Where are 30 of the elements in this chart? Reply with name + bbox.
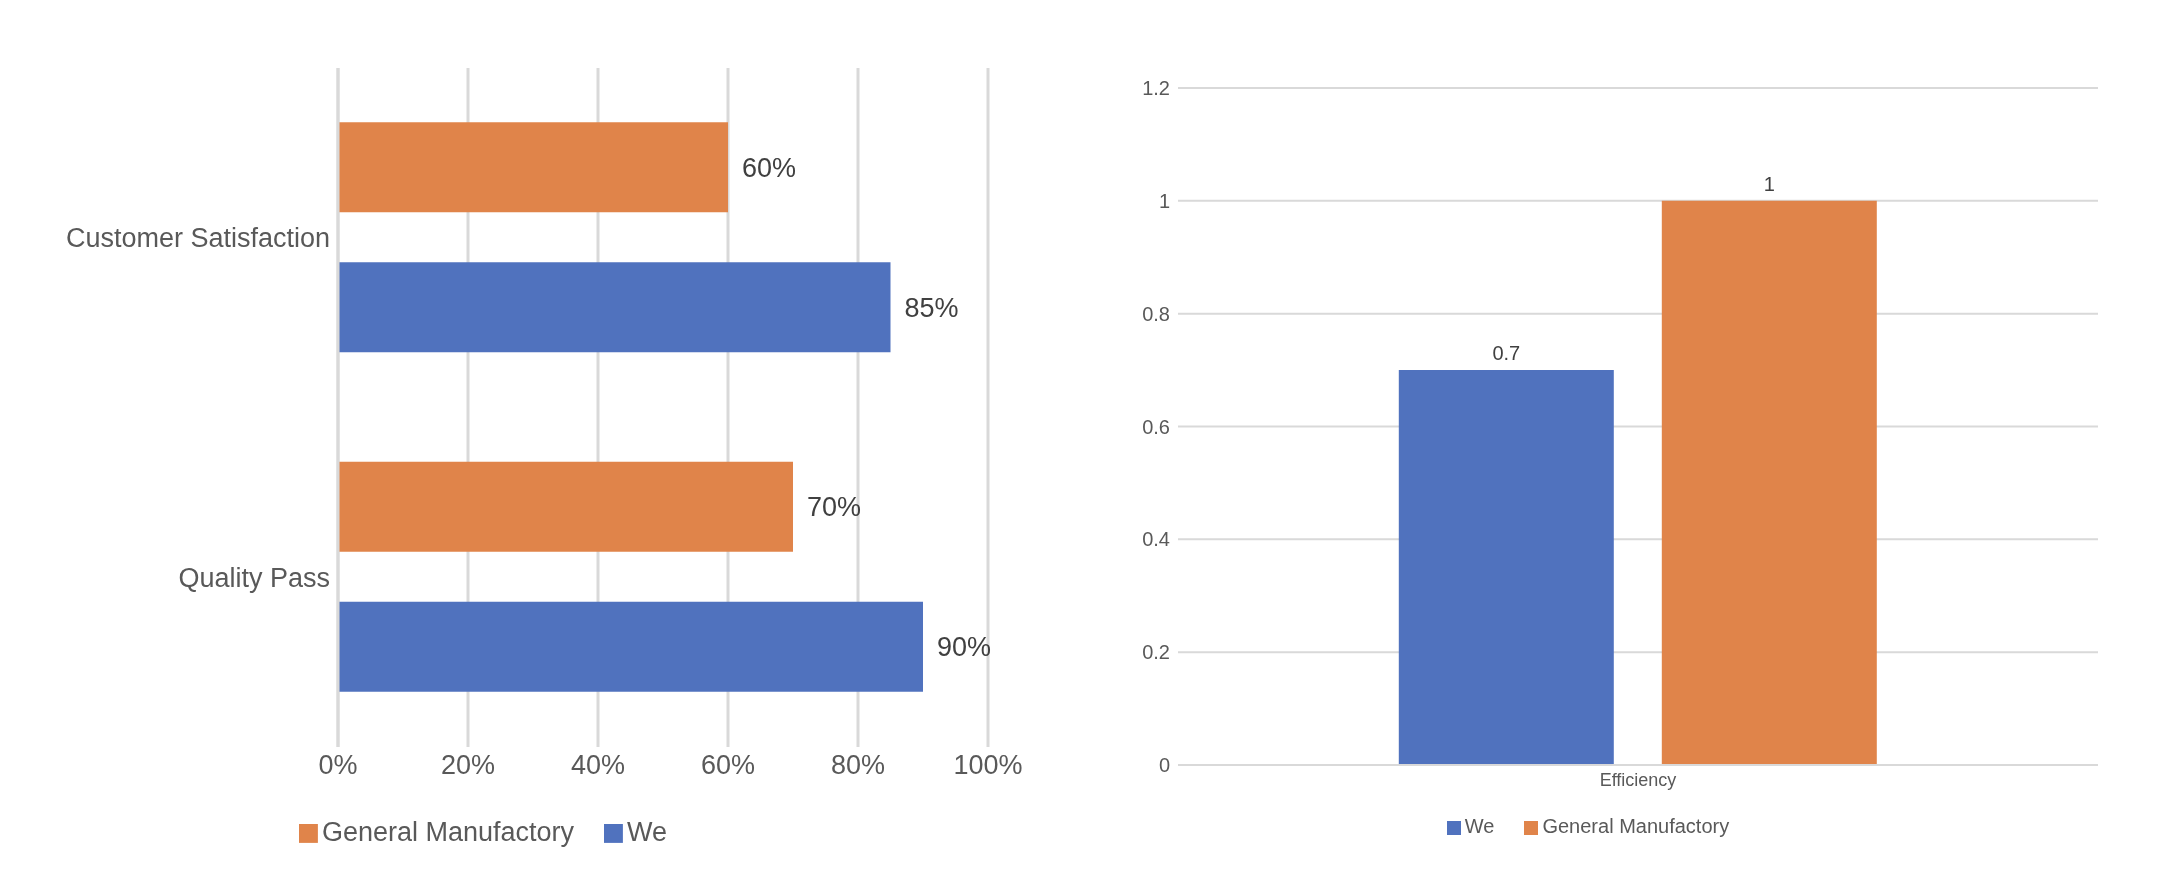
- x-tick-label: 80%: [830, 750, 886, 781]
- bar: [338, 601, 923, 692]
- y-tick-label: 0: [1158, 754, 1170, 777]
- bar: [338, 461, 793, 552]
- y-tick-label: 1.2: [1142, 77, 1170, 100]
- bar: [338, 122, 728, 213]
- x-tick-label: 60%: [700, 750, 756, 781]
- data-label: 1: [1763, 172, 1775, 195]
- x-tick-label: Efficiency: [1599, 769, 1677, 790]
- data-label: 70%: [807, 492, 862, 523]
- y-tick-label: 1: [1158, 189, 1170, 212]
- data-label: 0.7: [1492, 342, 1521, 365]
- data-label: 85%: [904, 292, 959, 323]
- y-tick-label: 0.2: [1142, 641, 1170, 664]
- x-tick-label: 20%: [440, 750, 496, 781]
- y-tick-label: 0.6: [1142, 415, 1170, 438]
- legend-label: We: [626, 817, 667, 847]
- y-tick-label: 0.4: [1142, 528, 1170, 551]
- data-label: 60%: [742, 152, 797, 183]
- y-tick-label: 0.8: [1142, 302, 1170, 325]
- y-tick-label: Customer Satisfaction: [65, 223, 330, 254]
- y-tick-label: Quality Pass: [178, 562, 330, 593]
- legend-label: We: [1464, 815, 1495, 837]
- data-label: 90%: [937, 632, 992, 663]
- x-tick-label: 40%: [570, 750, 626, 781]
- x-tick-label: 0%: [318, 750, 358, 781]
- legend-label: General Manufactory: [1542, 815, 1730, 837]
- legend-label: General Manufactory: [321, 817, 575, 847]
- bar: [338, 262, 891, 353]
- x-tick-label: 100%: [953, 750, 1023, 781]
